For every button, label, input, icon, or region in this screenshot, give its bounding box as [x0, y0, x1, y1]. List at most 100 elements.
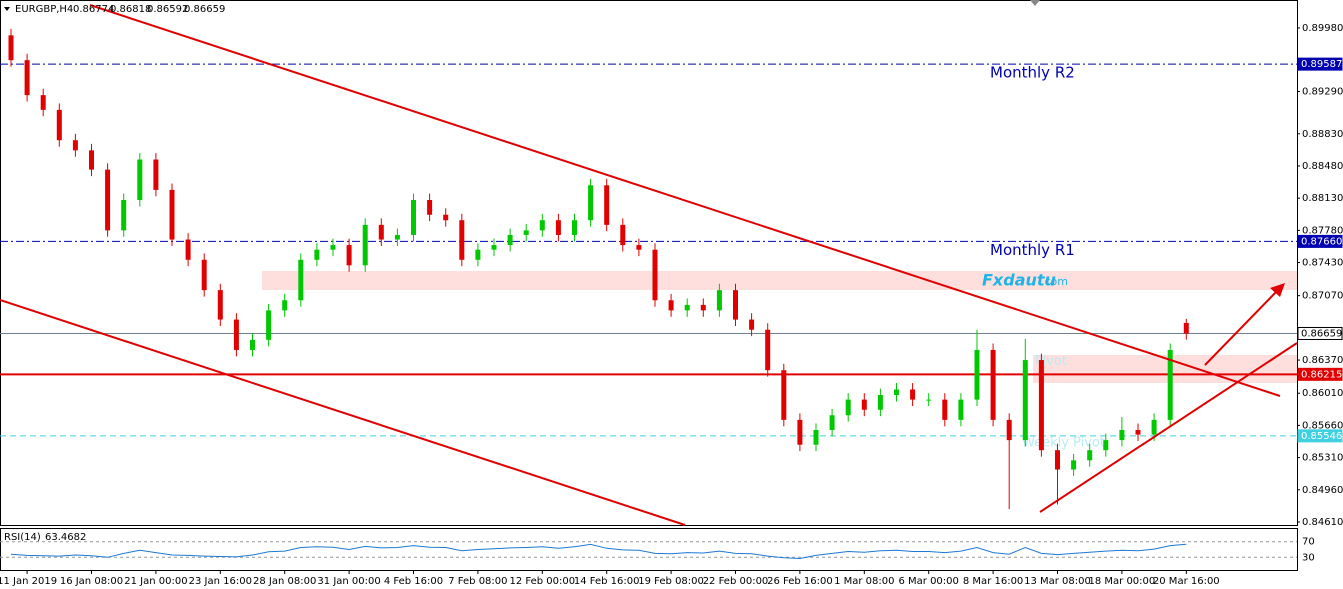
symbol: EURGBP,H4 [15, 4, 73, 15]
candle-body [314, 249, 320, 260]
level-name: Weekly Pivot [1022, 435, 1105, 450]
candle-body [1038, 360, 1044, 451]
channel-line [0, 299, 686, 526]
y-tick-label: 0.87780 [1302, 225, 1343, 236]
candle-body [411, 200, 416, 235]
x-tick-label: 8 Mar 16:00 [963, 576, 1023, 587]
x-tick-label: 6 Mar 00:00 [898, 576, 958, 587]
candle-body [781, 370, 787, 420]
x-tick-label: 28 Jan 08:00 [253, 576, 316, 587]
candle-body [523, 230, 529, 235]
candle-body [330, 245, 336, 250]
quote-open: 0.86774 [73, 4, 114, 15]
candle-body [137, 159, 143, 201]
candle-body [877, 395, 883, 410]
x-tick-label: 13 Mar 08:00 [1024, 576, 1091, 587]
x-tick-label: 23 Jan 16:00 [189, 576, 252, 587]
rsi-tick-label: 30 [1302, 552, 1315, 563]
candle-body [507, 234, 513, 246]
x-tick-label: 21 Jan 00:00 [124, 576, 187, 587]
y-tick-label: 0.88830 [1302, 129, 1343, 140]
candle-body [56, 109, 62, 141]
candle-body [990, 349, 996, 420]
trend-line [89, 4, 1281, 397]
candle-body [40, 95, 46, 110]
x-tick-label: 7 Feb 08:00 [448, 576, 507, 587]
rsi-name: RSI(14) [4, 532, 41, 543]
price-box [1297, 234, 1343, 248]
x-tick-label: 20 Mar 16:00 [1153, 576, 1220, 587]
candle-body [668, 300, 674, 311]
menu-arrow [4, 7, 10, 11]
y-tick-label: 0.84610 [1302, 517, 1343, 528]
x-tick-label: 1 Mar 08:00 [834, 576, 894, 587]
y-tick-label: 0.88480 [1302, 161, 1343, 172]
quote-low: 0.86592 [147, 4, 188, 15]
candle-body [475, 249, 481, 260]
candle-body [105, 169, 111, 231]
candle-body [604, 185, 610, 225]
candle-body [555, 220, 561, 235]
x-tick-label: 16 Jan 08:00 [60, 576, 123, 587]
watermark-brand: Fxdautu [982, 271, 1056, 290]
candle-body [169, 189, 175, 240]
candle-body [620, 224, 626, 246]
rsi-value: 63.4682 [45, 532, 86, 543]
price-label: 0.87660 [1301, 236, 1342, 247]
candle-body [700, 304, 706, 311]
watermark-domain: .com [1041, 275, 1068, 288]
candle-body [217, 290, 223, 320]
candle-body [153, 159, 159, 190]
candle-body [684, 304, 690, 311]
candle-body [894, 389, 899, 396]
candle-body [829, 415, 835, 430]
candle-body [926, 399, 932, 401]
x-tick-label: 18 Mar 00:00 [1089, 576, 1156, 587]
candle-body [861, 399, 867, 410]
rsi-tick-label: 70 [1302, 537, 1315, 548]
price-label: 0.89587 [1301, 59, 1342, 70]
candle-body [942, 399, 948, 420]
candle-body [1022, 360, 1028, 441]
candle-body [250, 339, 255, 350]
candle-body [845, 399, 851, 416]
candle-body [813, 429, 819, 445]
candle-body [185, 239, 191, 260]
candle-body [1071, 460, 1077, 470]
candle-body [491, 245, 497, 250]
candle-body [89, 150, 94, 170]
candle-body [282, 300, 288, 311]
candle-body [298, 259, 304, 301]
candle-body [1103, 440, 1109, 451]
candle-body [1135, 429, 1141, 435]
y-tick-label: 0.89290 [1302, 86, 1343, 97]
y-tick-label: 0.89980 [1302, 23, 1343, 34]
y-tick-label: 0.85660 [1302, 420, 1343, 431]
level-name: Monthly R1 [990, 241, 1075, 259]
x-tick-label: 26 Feb 16:00 [767, 576, 833, 587]
x-tick-label: 31 Jan 00:00 [317, 576, 380, 587]
drawings [0, 4, 1298, 526]
candle-body [459, 220, 465, 260]
resistance-zone [262, 271, 1297, 290]
y-tick-label: 0.88130 [1302, 193, 1343, 204]
y-tick-label: 0.87070 [1302, 291, 1343, 302]
price-box [1297, 57, 1343, 71]
shift-marker [1030, 0, 1040, 6]
candle-body [72, 140, 78, 151]
quote-high: 0.86818 [110, 4, 151, 15]
candle-body [749, 319, 755, 330]
candle-body [974, 349, 980, 400]
price-label: 0.85546 [1301, 431, 1342, 442]
candle-body [1167, 349, 1173, 420]
candle-body [797, 419, 803, 445]
x-tick-label: 22 Feb 00:00 [703, 576, 769, 587]
arrow [1204, 289, 1279, 366]
candle-body [910, 389, 916, 400]
candle-body [572, 220, 577, 235]
candle-body [1151, 419, 1157, 435]
candle-body [24, 60, 30, 96]
candle-body [1087, 450, 1093, 461]
candle-body [443, 214, 449, 221]
